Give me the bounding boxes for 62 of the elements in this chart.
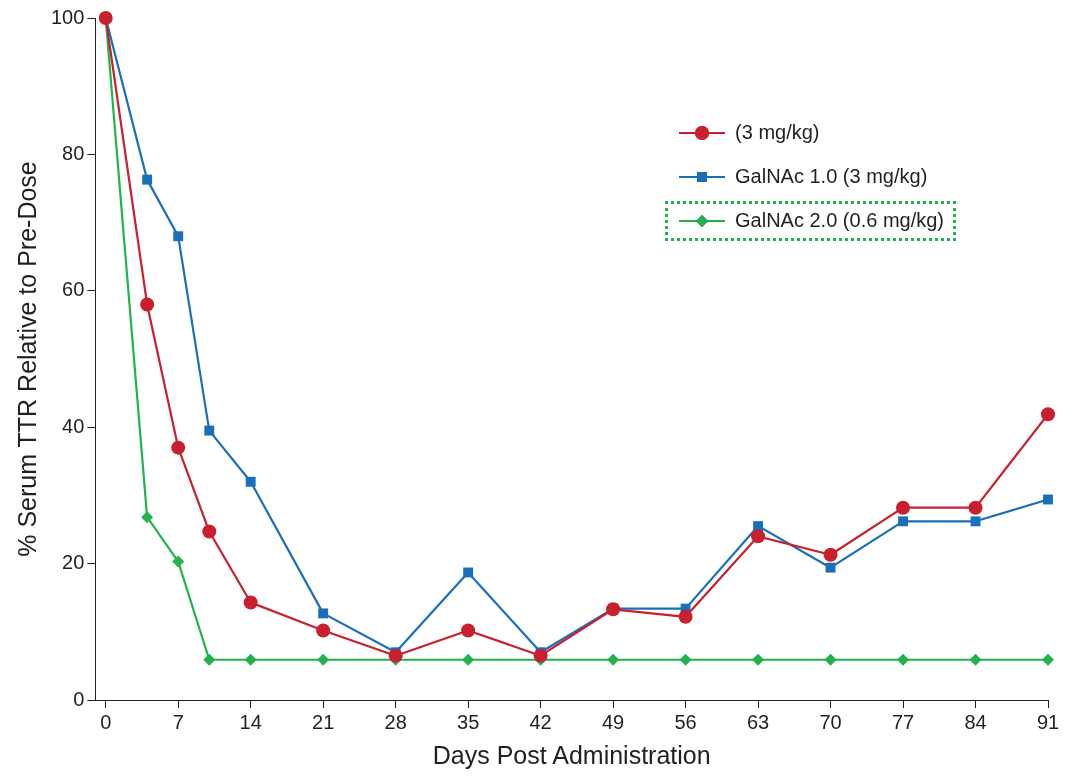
point (678, 609, 693, 624)
point (203, 653, 216, 666)
point (244, 653, 257, 666)
y-tick-label: 0 (73, 687, 85, 710)
point (140, 297, 155, 312)
legend-label: GalNAc 2.0 (0.6 mg/kg) (735, 208, 944, 231)
x-tick-label: 77 (891, 710, 915, 733)
point (172, 555, 185, 568)
point (825, 562, 836, 573)
point (173, 231, 184, 242)
x-tick-label: 0 (100, 710, 112, 733)
point (607, 653, 620, 666)
point (463, 567, 474, 578)
point (533, 648, 548, 663)
x-axis-title: Days Post Administration (432, 740, 711, 769)
point (752, 653, 765, 666)
point (969, 653, 982, 666)
point (317, 653, 330, 666)
point (142, 174, 153, 185)
y-tick-label: 40 (62, 414, 85, 437)
x-tick-label: 14 (239, 710, 262, 733)
x-tick-label: 56 (674, 710, 697, 733)
point (202, 524, 217, 539)
x-tick-label: 21 (312, 710, 335, 733)
x-tick-label: 35 (457, 710, 480, 733)
point (461, 623, 476, 638)
point (970, 516, 981, 527)
x-tick-label: 63 (746, 710, 770, 733)
point (898, 516, 908, 527)
point (141, 511, 154, 524)
y-tick-label: 100 (50, 5, 85, 28)
y-axis-title: % Serum TTR Relative to Pre-Dose (12, 161, 41, 557)
point (462, 653, 475, 666)
point (897, 653, 910, 666)
point (243, 595, 258, 610)
point (1041, 407, 1055, 422)
x-tick-label: 49 (601, 710, 625, 733)
x-tick-label: 42 (529, 710, 552, 733)
point (245, 476, 256, 487)
x-tick-label: 91 (1036, 710, 1060, 733)
point (679, 653, 692, 666)
point (318, 608, 329, 619)
point (968, 500, 983, 515)
point (1042, 653, 1054, 666)
y-tick-label: 60 (62, 278, 85, 301)
legend-label: GalNAc 1.0 (3 mg/kg) (735, 164, 928, 187)
point (1043, 494, 1053, 505)
point (316, 623, 331, 638)
x-tick-label: 70 (819, 710, 842, 733)
point (896, 500, 911, 515)
y-tick-label: 20 (62, 551, 85, 574)
point (388, 648, 403, 663)
x-tick-label: 7 (172, 710, 184, 733)
point (823, 547, 838, 562)
point (824, 653, 837, 666)
point (751, 529, 766, 544)
point (204, 425, 215, 436)
point (171, 440, 186, 455)
y-tick-label: 80 (62, 141, 85, 164)
legend-label: (3 mg/kg) (735, 120, 820, 143)
x-tick-label: 28 (384, 710, 407, 733)
x-tick-label: 84 (964, 710, 987, 733)
